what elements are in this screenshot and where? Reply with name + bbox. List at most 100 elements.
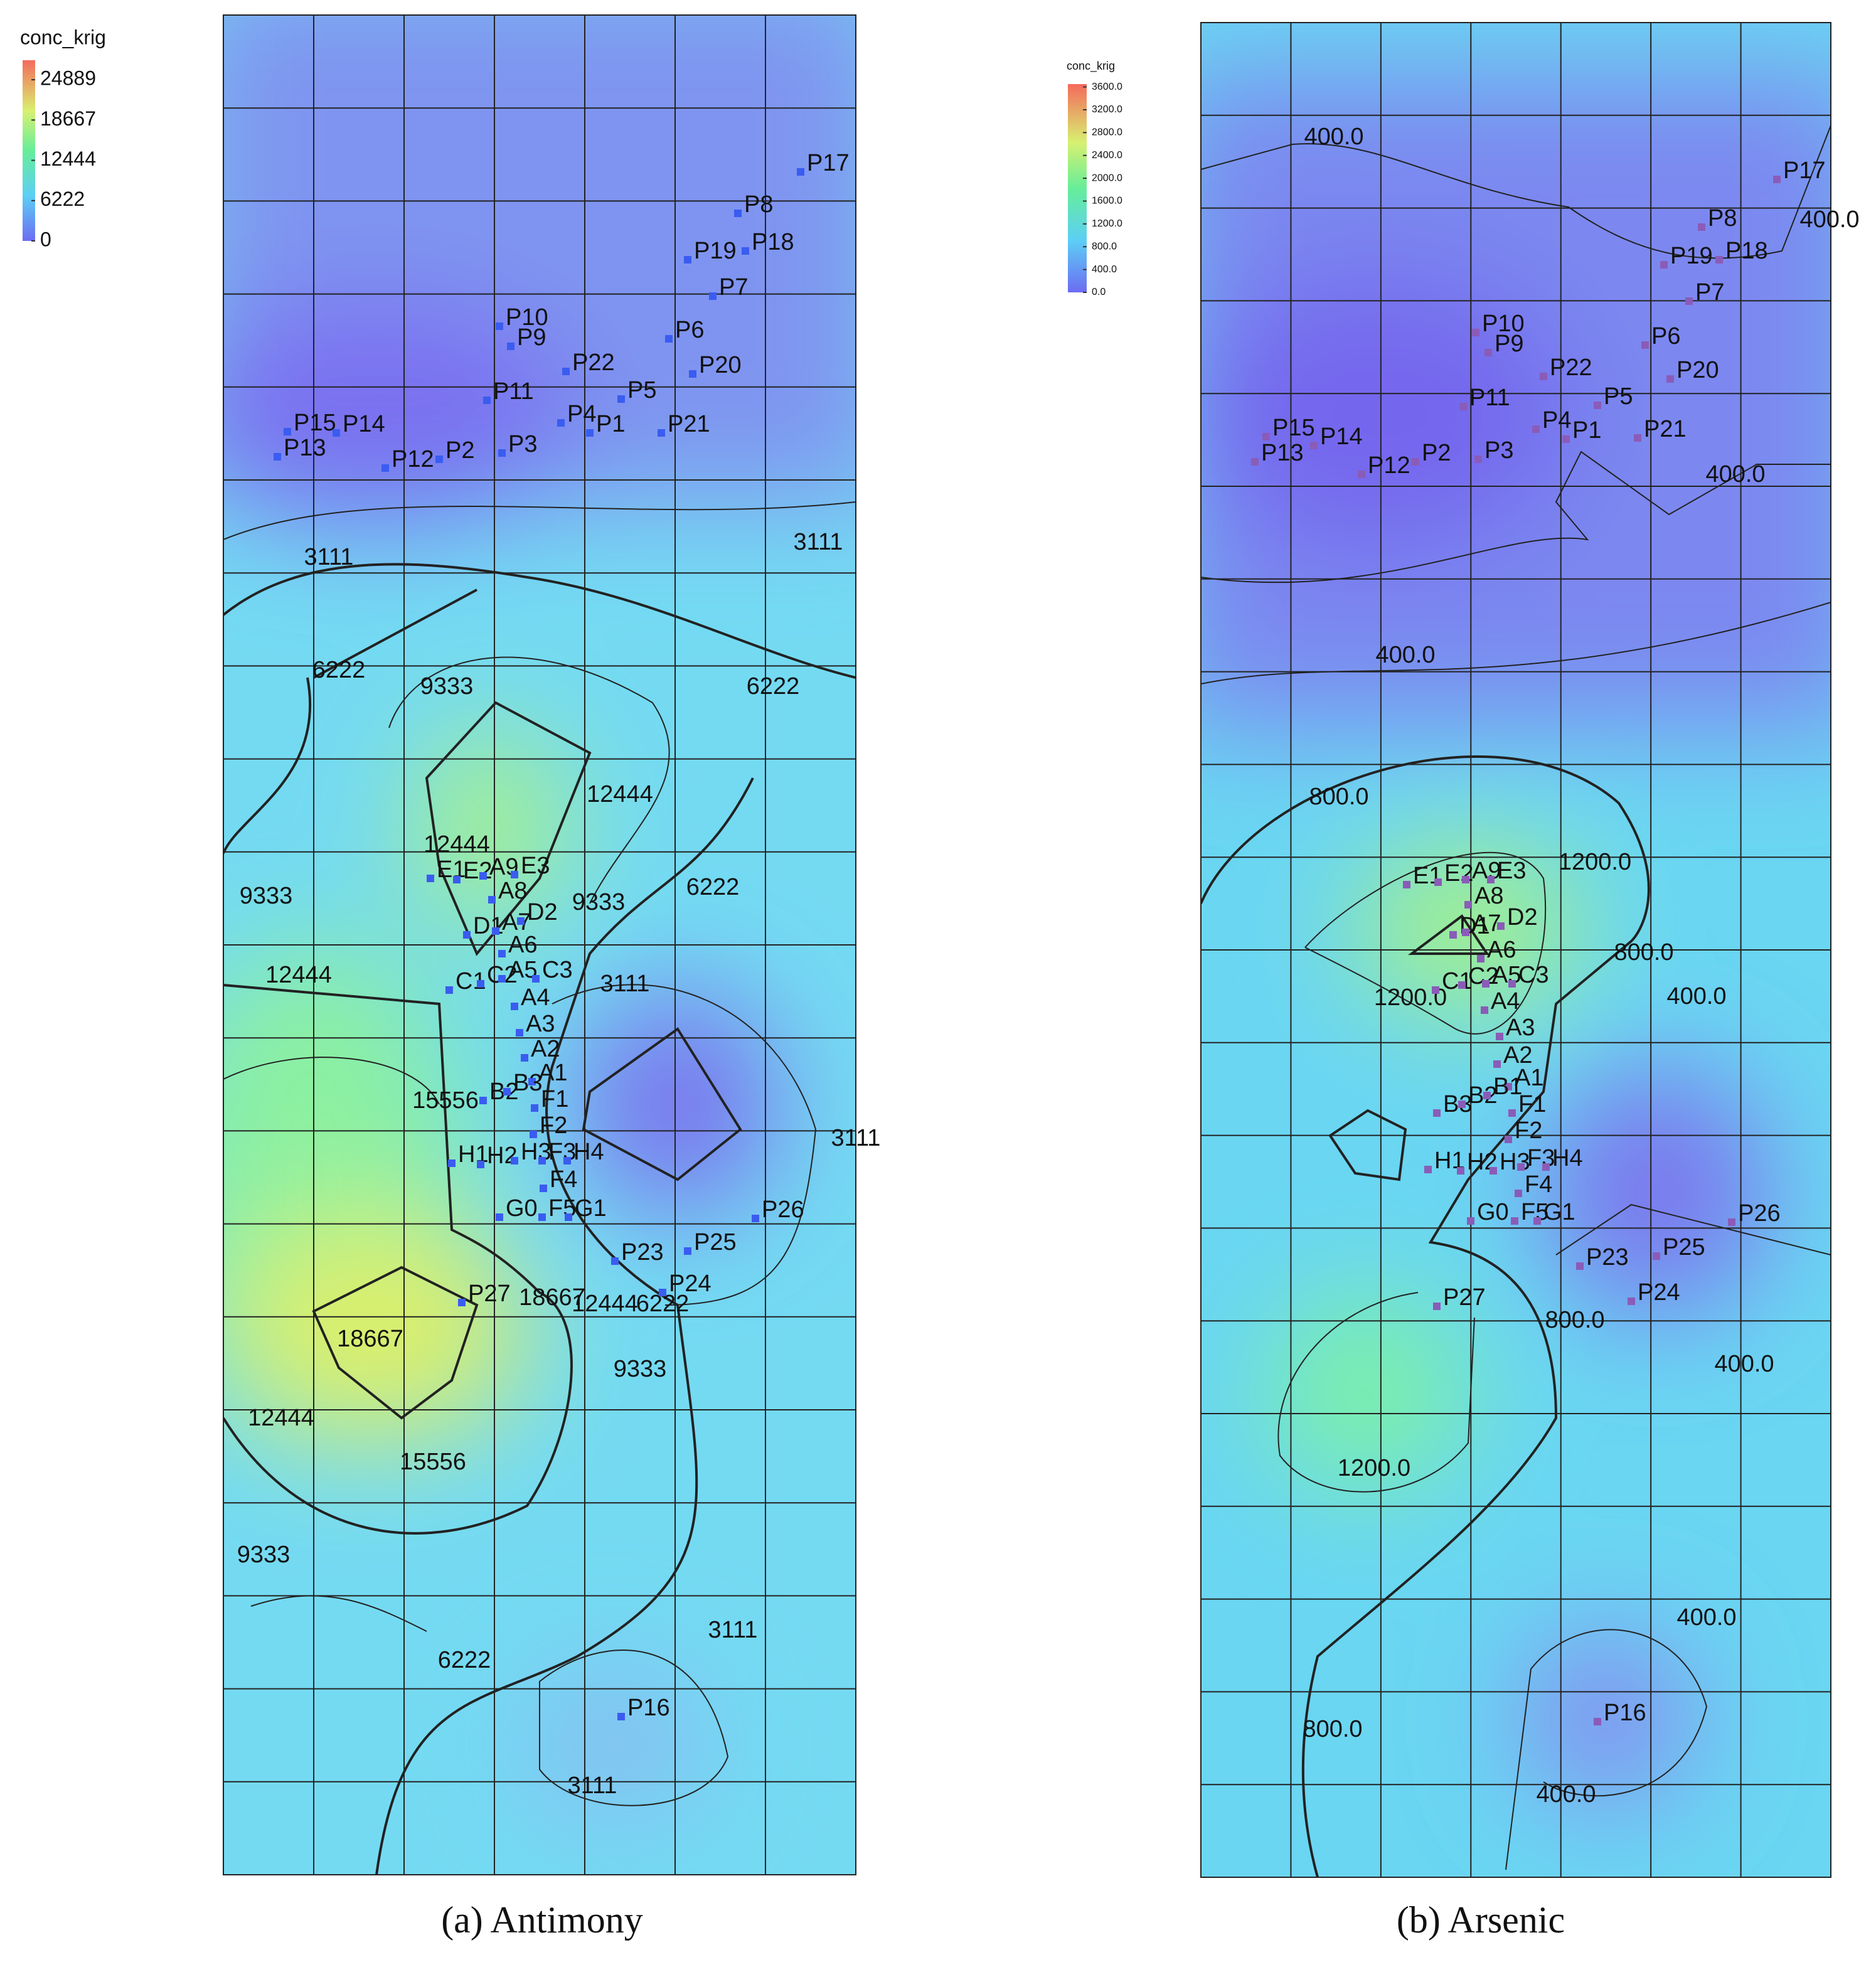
contour-label: 6222 [312,657,366,683]
sample-label: P14 [1320,424,1363,450]
contour-label: 12444 [572,1291,638,1317]
sample-point [1517,1163,1525,1171]
sample-point [1594,1718,1601,1725]
sample-label: P2 [445,437,474,464]
sample-point [684,256,691,264]
sample-point [1464,901,1472,909]
colorbar-tick-label: 0.0 [1092,287,1106,297]
sample-label: A1 [538,1060,567,1086]
sample-point [586,429,594,437]
sample-label: G1 [1543,1199,1575,1225]
sample-point [1698,223,1705,231]
sample-label: P25 [694,1229,737,1255]
contour-label: 800.0 [1614,939,1673,966]
sample-point [1496,1033,1503,1040]
contour-label: 12444 [424,831,490,858]
sample-label: C3 [1518,962,1549,988]
colorbar-tick-label: 12444 [40,147,96,170]
sample-point [1482,980,1490,988]
sample-label: P12 [1368,452,1410,479]
sample-label: P12 [392,446,434,472]
contour-label: 3111 [600,971,650,997]
sample-label: P18 [1725,238,1768,264]
colorbar-tick-label: 0 [40,228,51,250]
sample-point [511,871,518,878]
sample-point [565,1213,572,1221]
sample-label: C3 [542,957,573,983]
sample-label: P5 [1604,383,1633,410]
contour-label: 15556 [400,1449,466,1475]
sample-label: F3 [1527,1145,1555,1171]
contour-label: 9333 [420,673,474,700]
sample-point [797,168,804,176]
sample-point [689,370,696,378]
sample-point [1462,929,1469,936]
sample-point [496,1213,503,1221]
sample-point [557,419,565,427]
sample-point [1505,1083,1512,1090]
sample-point [1462,876,1469,883]
sample-point [488,896,496,903]
sample-point [503,1088,511,1095]
sample-label: P9 [517,324,546,351]
sample-point [1508,1109,1516,1117]
contour-label: 400.0 [1666,983,1726,1010]
sample-point [1310,442,1318,449]
sample-label: P1 [1572,417,1601,444]
sample-label: H4 [1552,1145,1583,1171]
sample-point [1403,881,1410,888]
colorbar-tick-label: 2400.0 [1092,150,1122,161]
sample-label: P10 [506,304,548,331]
colorbar-tick-label: 400.0 [1092,264,1117,275]
sample-label: P23 [621,1239,664,1266]
sample-label: P18 [752,229,794,255]
sample-point [1728,1218,1735,1226]
sample-point [448,1159,456,1167]
sample-label: P20 [1676,357,1719,383]
colorbar-title: conc_krig [1067,60,1115,73]
sample-point [611,1257,619,1265]
sample-point [1660,261,1668,269]
sample-point [1251,458,1259,466]
sample-label: P11 [493,378,534,405]
sample-label: P15 [1272,415,1315,441]
sample-label: P8 [1708,205,1737,232]
contour-label: 400.0 [1676,1604,1736,1631]
contour-label: 9333 [614,1356,667,1382]
sample-label: P7 [1695,279,1724,306]
sample-point [1477,955,1484,962]
sample-label: P19 [1670,243,1713,269]
colorbar-tick-label: 2800.0 [1092,127,1122,138]
contour-label: 18667 [337,1326,403,1352]
sample-point [479,1097,487,1104]
sample-label: A1 [1515,1065,1543,1091]
sample-label: A4 [521,984,550,1011]
sample-label: P21 [668,411,710,437]
sample-point [1262,433,1270,440]
sample-point [496,322,503,330]
contour-label: 400.0 [1714,1351,1774,1377]
sample-label: D1 [473,913,504,939]
sample-point [1434,878,1442,886]
colorbar [23,60,35,241]
sample-point [1628,1298,1635,1305]
contour-label: 15556 [412,1087,479,1114]
sample-point [477,1161,484,1168]
sample-point [1459,403,1467,410]
sample-point [562,368,570,375]
sample-label: G0 [506,1195,538,1222]
caption: (a) Antimony [441,1899,643,1941]
sample-point [742,247,749,255]
sample-label: P24 [1638,1279,1680,1306]
sample-point [684,1247,691,1255]
sample-label: P22 [572,349,615,376]
sample-point [498,449,506,457]
sample-point [538,1213,546,1221]
sample-point [517,917,525,925]
sample-label: A2 [1503,1042,1532,1069]
colorbar-tick-label: 24889 [40,67,96,90]
sample-point [531,1104,538,1112]
sample-label: P4 [1542,407,1571,434]
sample-label: P17 [807,150,850,176]
sample-point [1487,876,1495,883]
